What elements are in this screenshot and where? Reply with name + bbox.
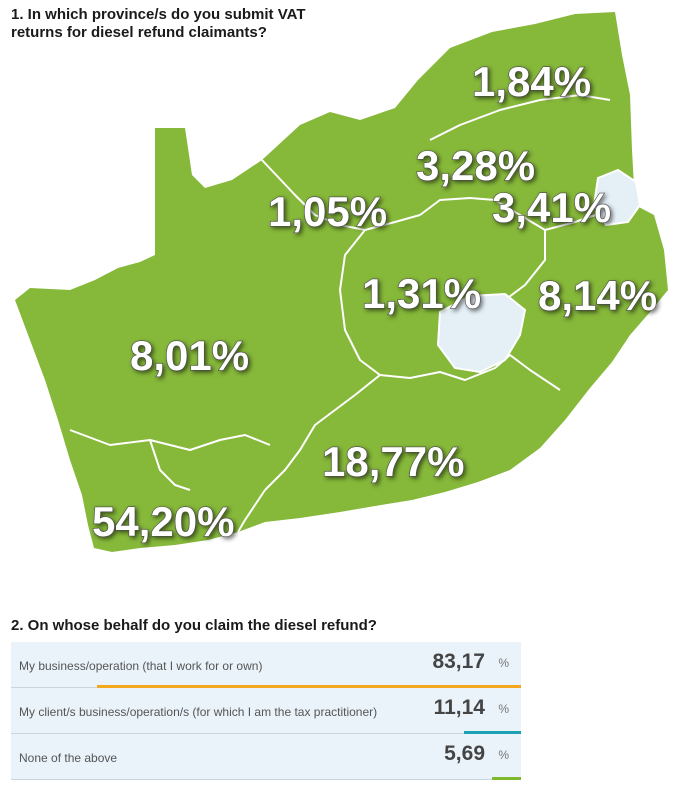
label-north-west: 1,05% [268, 188, 387, 235]
eswatini-shape [592, 168, 642, 227]
answer-value: 83,17 [432, 650, 485, 673]
answer-row: My client/s business/operation/s (for wh… [11, 688, 521, 734]
label-northern-cape: 8,01% [130, 332, 249, 379]
label-western-cape: 54,20% [92, 498, 234, 545]
label-limpopo: 1,84% [472, 58, 591, 105]
answer-label: My business/operation (that I work for o… [19, 659, 263, 673]
answer-unit: % [498, 748, 509, 762]
bar-track [11, 733, 521, 734]
label-mpumalanga: 3,41% [492, 184, 611, 231]
answer-row: None of the above 5,69 % [11, 734, 521, 780]
answer-unit: % [498, 702, 509, 716]
bar-track [11, 779, 521, 780]
bar-fill [491, 777, 521, 780]
answer-label: My client/s business/operation/s (for wh… [19, 705, 378, 719]
question-2-title: 2. On whose behalf do you claim the dies… [11, 617, 377, 634]
question-1-title: 1. In which province/s do you submit VAT… [11, 6, 306, 41]
label-eastern-cape: 18,77% [322, 438, 464, 485]
label-kwazulu-natal: 8,14% [538, 272, 657, 319]
south-africa-map: 1,84% 3,28% 3,41% 1,05% 1,31% 8,14% 8,01… [15, 12, 668, 552]
lesotho-shape [436, 292, 527, 374]
answer-value: 11,14 [433, 696, 485, 719]
bar-fill [464, 731, 521, 734]
answer-value: 5,69 [444, 742, 485, 765]
answer-bar-list: My business/operation (that I work for o… [11, 642, 521, 780]
bar-fill [96, 685, 521, 688]
answer-label: None of the above [19, 751, 118, 765]
label-gauteng: 3,28% [416, 142, 535, 189]
answer-row: My business/operation (that I work for o… [11, 642, 521, 688]
answer-unit: % [498, 656, 509, 670]
province-borders [69, 94, 636, 533]
label-free-state: 1,31% [362, 270, 481, 317]
